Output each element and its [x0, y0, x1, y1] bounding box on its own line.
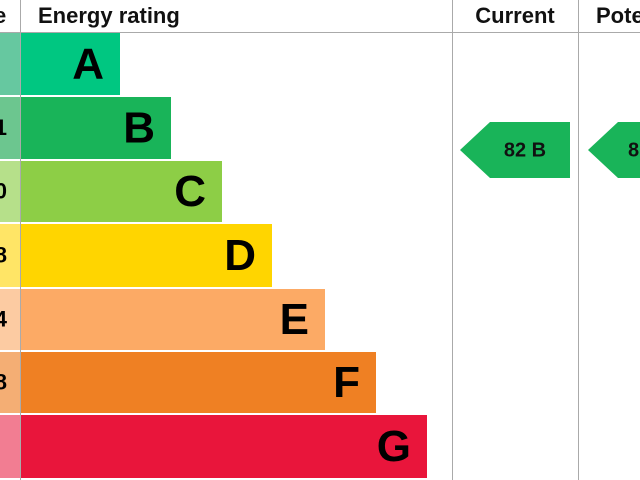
score-cell [0, 161, 20, 222]
band-letter: G [377, 422, 411, 471]
rating-band [21, 289, 325, 350]
score-cell [0, 97, 20, 159]
rating-header: Energy rating [38, 3, 180, 28]
score-range: 8 [0, 369, 7, 394]
band-letter: D [224, 231, 256, 280]
rating-band [21, 224, 272, 287]
band-letter: E [280, 295, 309, 344]
score-cell [0, 289, 20, 350]
current-arrow [460, 122, 570, 178]
rating-band [21, 97, 171, 159]
rating-band [21, 352, 376, 413]
band-letter: F [333, 358, 360, 407]
score-cell [0, 352, 20, 413]
current-header: Current [475, 3, 555, 28]
band-letter: A [72, 40, 104, 89]
current-rating: 82 B [504, 139, 546, 161]
score-cell [0, 33, 20, 95]
rating-band [21, 33, 120, 95]
band-letter: C [174, 167, 206, 216]
score-header: e [0, 3, 6, 28]
potential-arrow [588, 122, 640, 178]
score-cell [0, 415, 20, 478]
score-range: 4 [0, 306, 8, 331]
score-range: 8 [0, 242, 7, 267]
rating-band [21, 161, 222, 222]
score-range: 1 [0, 115, 7, 140]
rating-band [21, 415, 427, 478]
band-letter: B [123, 104, 155, 153]
score-range: 0 [0, 178, 7, 203]
score-cell [0, 224, 20, 287]
potential-rating: 8 [628, 139, 639, 161]
potential-header: Pote [596, 3, 640, 28]
